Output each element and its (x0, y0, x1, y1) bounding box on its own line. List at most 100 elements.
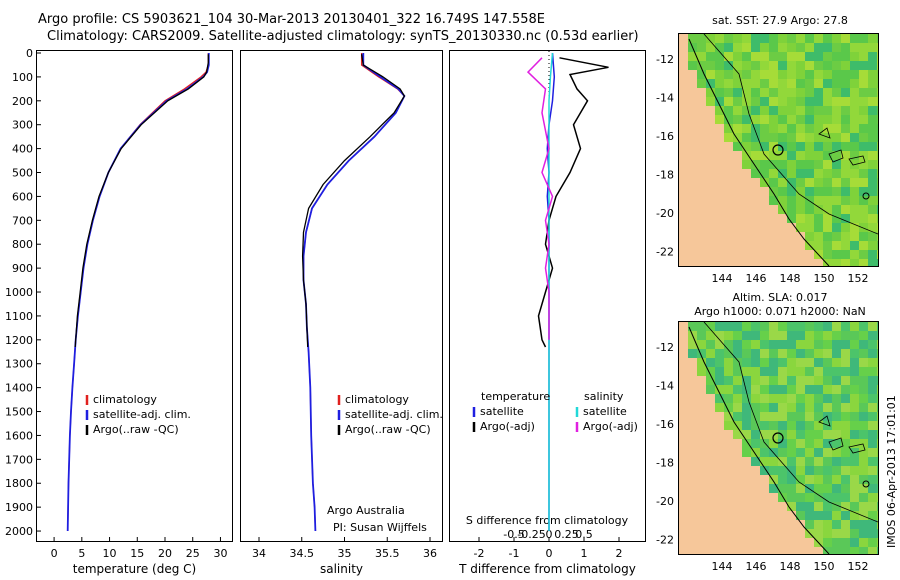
map-cell (877, 457, 878, 467)
map-cell (814, 394, 824, 404)
map-cell (751, 223, 761, 233)
map-cell (850, 502, 860, 512)
map-cell (832, 448, 842, 458)
sal-tick-label: 36 (423, 547, 437, 560)
map-cell (679, 259, 689, 266)
map-cell (751, 529, 761, 539)
map-cell (688, 511, 698, 521)
map-cell (760, 466, 770, 476)
map-cell (751, 124, 761, 134)
map-cell (742, 430, 752, 440)
map-cell (733, 502, 743, 512)
map-cell (859, 133, 869, 143)
map-cell (715, 376, 725, 386)
map-cell (877, 223, 878, 233)
map-cell (832, 520, 842, 530)
map-cell (841, 124, 851, 134)
map-cell (733, 52, 743, 62)
map-cell (778, 124, 788, 134)
map-cell (814, 205, 824, 215)
map-cell (859, 88, 869, 98)
depth-tick-label: 1800 (5, 477, 33, 490)
map-y-tick-label: -20 (656, 207, 674, 220)
map-cell (787, 196, 797, 206)
map-cell (787, 385, 797, 395)
map-cell (850, 439, 860, 449)
map-cell (877, 61, 878, 71)
map-cell (733, 151, 743, 161)
map-cell (805, 52, 815, 62)
map-cell (697, 367, 707, 377)
map-cell (724, 169, 734, 179)
map-cell (733, 457, 743, 467)
map-cell (751, 61, 761, 71)
float-marker (862, 480, 870, 488)
map-cell (832, 52, 842, 62)
map-cell (868, 385, 878, 395)
map-cell (760, 61, 770, 71)
map-cell (877, 340, 878, 350)
map-cell (715, 358, 725, 368)
map-cell (787, 52, 797, 62)
map-cell (760, 97, 770, 107)
map-cell (697, 133, 707, 143)
map-cell (715, 475, 725, 485)
map-cell (715, 511, 725, 521)
map-cell (868, 457, 878, 467)
map-cell (679, 223, 689, 233)
map-cell (733, 79, 743, 89)
map-cell (814, 529, 824, 539)
map-cell (877, 187, 878, 197)
map-cell (814, 133, 824, 143)
map-cell (679, 457, 689, 467)
map-cell (706, 475, 716, 485)
map-cell (706, 160, 716, 170)
map-cell (760, 529, 770, 539)
map-cell (697, 169, 707, 179)
map-cell (850, 34, 860, 44)
map-cell (742, 466, 752, 476)
map-cell (733, 466, 743, 476)
map-cell (778, 115, 788, 125)
map-cell (697, 502, 707, 512)
map-cell (751, 385, 761, 395)
map-cell (823, 412, 833, 422)
map-cell (697, 511, 707, 521)
map-cell (769, 250, 779, 260)
depth-tick-label: 1000 (5, 286, 33, 299)
map-cell (679, 160, 689, 170)
map-cell (688, 223, 698, 233)
map-cell (787, 151, 797, 161)
argo-position-marker (772, 432, 784, 444)
map-cell (688, 250, 698, 260)
map-cell (832, 457, 842, 467)
map-cell (751, 232, 761, 242)
map-cell (733, 205, 743, 215)
map-cell (742, 385, 752, 395)
map-cell (859, 394, 869, 404)
map-cell (868, 259, 878, 266)
map-cell (760, 502, 770, 512)
map-cell (778, 106, 788, 116)
map-cell (868, 520, 878, 530)
map-cell (760, 421, 770, 431)
map-cell (733, 412, 743, 422)
map-cell (715, 502, 725, 512)
map-cell (877, 106, 878, 116)
map-cell (724, 457, 734, 467)
map-cell (688, 484, 698, 494)
tdiff-axis-label: T difference from climatology (459, 562, 636, 576)
map-cell (778, 421, 788, 431)
map-cell (679, 493, 689, 503)
map-cell (769, 214, 779, 224)
map-cell (796, 142, 806, 152)
map-cell (877, 520, 878, 530)
map-cell (868, 124, 878, 134)
map-cell (760, 241, 770, 251)
map-cell (832, 511, 842, 521)
map-cell (814, 142, 824, 152)
map-cell (796, 466, 806, 476)
map-cell (868, 403, 878, 413)
map-cell (751, 376, 761, 386)
map-cell (841, 367, 851, 377)
